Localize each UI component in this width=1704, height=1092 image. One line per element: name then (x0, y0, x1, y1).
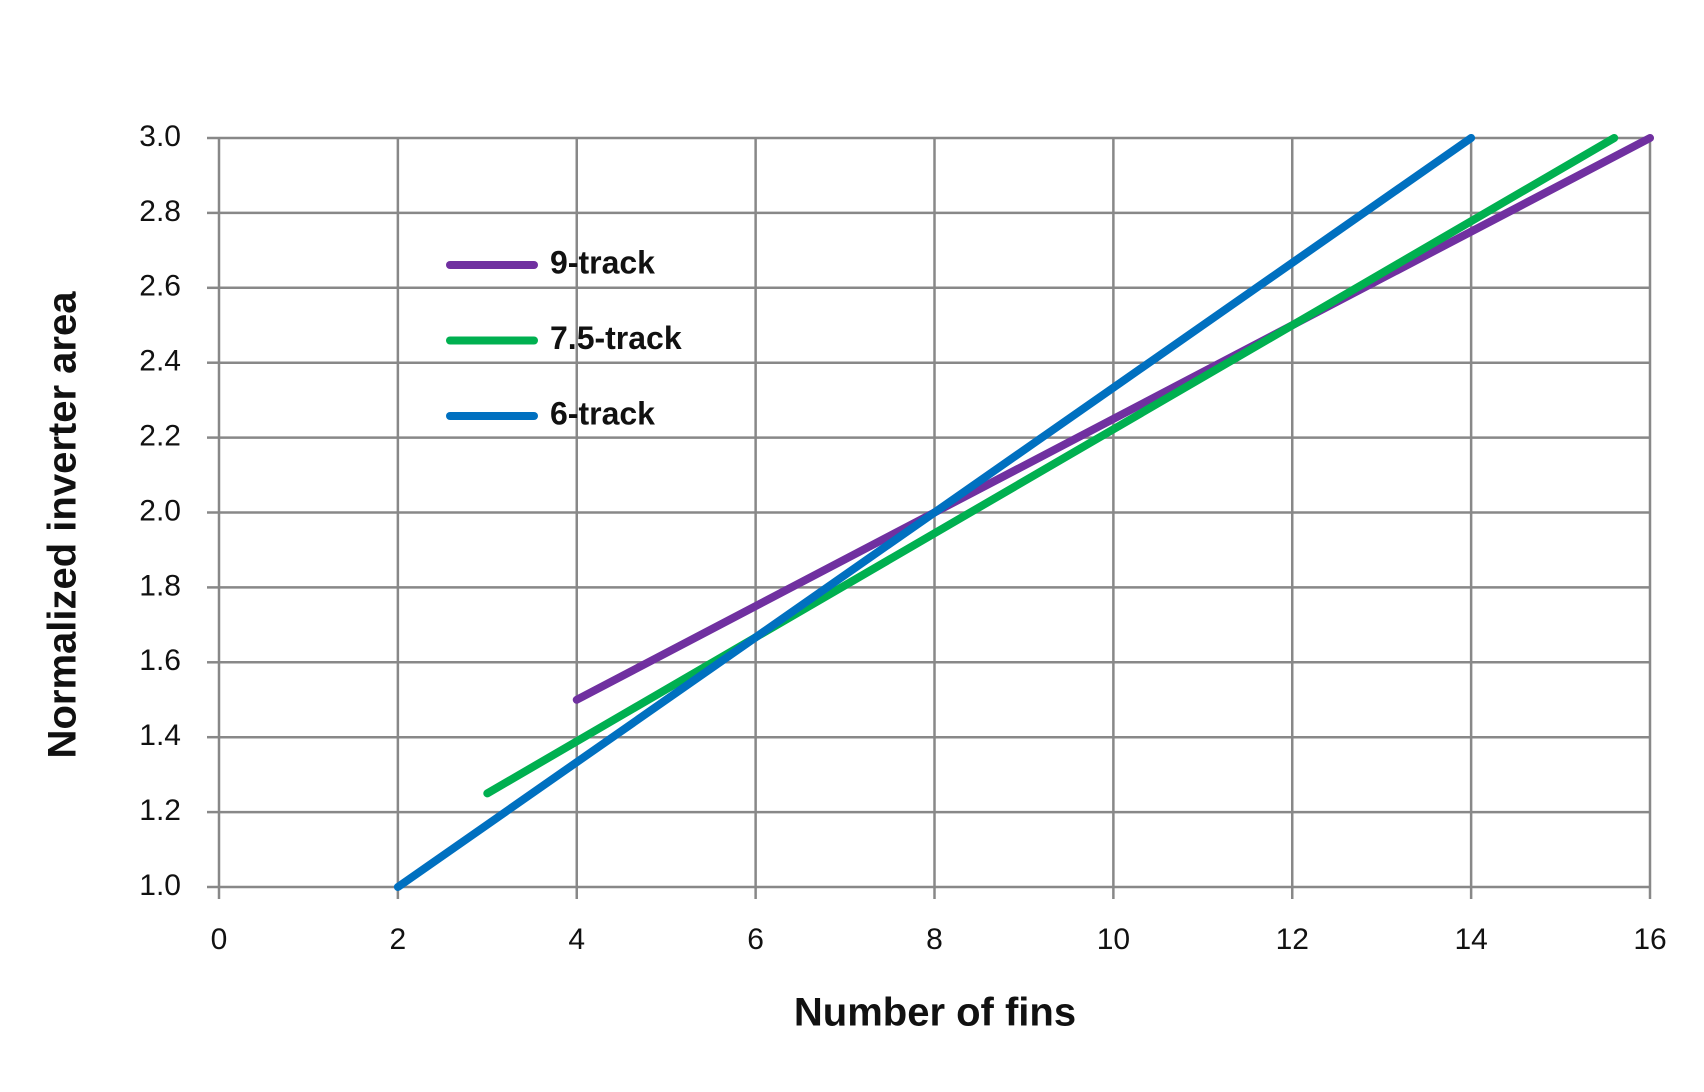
x-tick-label: 14 (1454, 923, 1487, 956)
x-tick-label: 6 (747, 923, 764, 956)
x-tick-label: 16 (1633, 923, 1666, 956)
y-tick-label: 1.8 (139, 569, 181, 602)
x-tick-label: 2 (390, 923, 407, 956)
series-line (483, 134, 1619, 798)
legend-text: 6-track (550, 395, 655, 431)
legend-text: 7.5-track (550, 320, 682, 356)
x-tick-label: 12 (1276, 923, 1309, 956)
y-tick-label: 2.6 (139, 270, 181, 303)
y-tick-label: 2.4 (139, 345, 181, 378)
x-tick-label: 8 (926, 923, 943, 956)
x-tick-label: 4 (568, 923, 585, 956)
y-tick-label: 3.0 (139, 120, 181, 153)
y-tick-label: 2.8 (139, 195, 181, 228)
series-line (393, 134, 1476, 891)
y-tick-label: 1.6 (139, 644, 181, 677)
x-tick-label: 0 (211, 923, 228, 956)
y-tick-label: 1.0 (139, 869, 181, 902)
y-tick-label: 1.4 (139, 719, 181, 752)
legend-text: 9-track (550, 244, 655, 280)
y-tick-label: 2.2 (139, 420, 181, 453)
x-tick-label: 10 (1097, 923, 1130, 956)
y-tick-label: 2.0 (139, 494, 181, 527)
x-axis-title: Number of fins (794, 991, 1076, 1035)
y-axis-title: Normalized inverter area (41, 291, 85, 759)
y-tick-label: 1.2 (139, 794, 181, 827)
series-line (572, 134, 1654, 704)
